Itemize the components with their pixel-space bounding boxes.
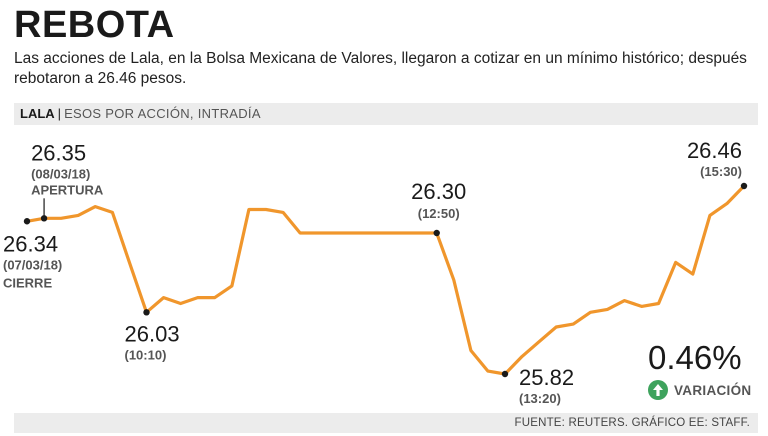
annotation-value: 26.03	[125, 321, 180, 346]
annotation-time: (07/03/18)	[3, 257, 62, 272]
annotation-time: (10:10)	[125, 347, 167, 362]
variation-value: 0.46%	[648, 339, 742, 376]
up-arrow-circle-icon	[648, 380, 668, 400]
variation-box: 0.46% VARIACIÓN	[648, 340, 760, 400]
annotation-time: (15:30)	[700, 164, 742, 179]
annotation-time: (08/03/18)	[31, 166, 90, 181]
annotation-label: CIERRE	[3, 275, 52, 290]
source-text: FUENTE: REUTERS. GRÁFICO EE: STAFF.	[514, 417, 750, 429]
chart-subtitle: Las acciones de Lala, en la Bolsa Mexica…	[14, 50, 747, 87]
series-description: ESOS POR ACCIÓN, INTRADÍA	[64, 106, 261, 121]
annotation-value: 26.34	[3, 231, 58, 256]
label-separator: |	[57, 106, 62, 121]
annotation-time: (12:50)	[418, 206, 460, 221]
annotation-time: (13:20)	[519, 391, 561, 406]
annotation-marker	[740, 182, 748, 190]
annotation-marker	[433, 229, 440, 237]
annotation-label: APERTURA	[31, 182, 104, 197]
annotation-marker	[143, 309, 150, 316]
annotation-value: 26.30	[411, 179, 466, 204]
chart-title: REBOTA	[14, 4, 175, 46]
annotation-value: 25.82	[519, 365, 574, 390]
source-footer: FUENTE: REUTERS. GRÁFICO EE: STAFF.	[14, 413, 758, 433]
series-label-bar: LALA | ESOS POR ACCIÓN, INTRADÍA	[14, 103, 758, 125]
ticker-label: LALA	[20, 106, 55, 121]
annotation-marker	[501, 370, 509, 378]
variation-label: VARIACIÓN	[674, 382, 752, 398]
annotation-marker	[23, 218, 31, 225]
annotation-value: 26.35	[31, 140, 86, 165]
annotation-value: 26.46	[687, 138, 742, 163]
